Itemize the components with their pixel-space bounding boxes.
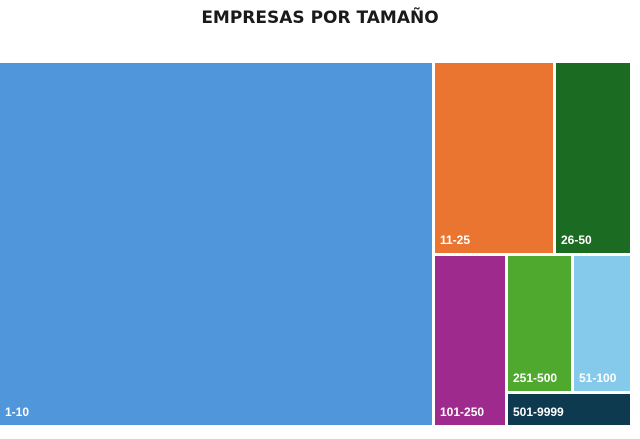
tile-label-251-500: 251-500 — [513, 371, 557, 385]
tile-501-9999 — [508, 394, 630, 425]
tile-label-501-9999: 501-9999 — [513, 405, 564, 419]
tile-label-1-10: 1-10 — [5, 405, 29, 419]
tile-1-10 — [0, 63, 432, 425]
tile-label-51-100: 51-100 — [579, 371, 617, 385]
tile-51-100 — [574, 256, 630, 391]
tile-11-25 — [435, 63, 553, 253]
tile-label-101-250: 101-250 — [440, 405, 484, 419]
tile-101-250 — [435, 256, 505, 425]
tile-26-50 — [556, 63, 630, 253]
tile-label-11-25: 11-25 — [440, 233, 470, 247]
tile-251-500 — [508, 256, 571, 391]
chart-title: EMPRESAS POR TAMAÑO — [201, 8, 439, 28]
tile-label-26-50: 26-50 — [561, 233, 592, 247]
